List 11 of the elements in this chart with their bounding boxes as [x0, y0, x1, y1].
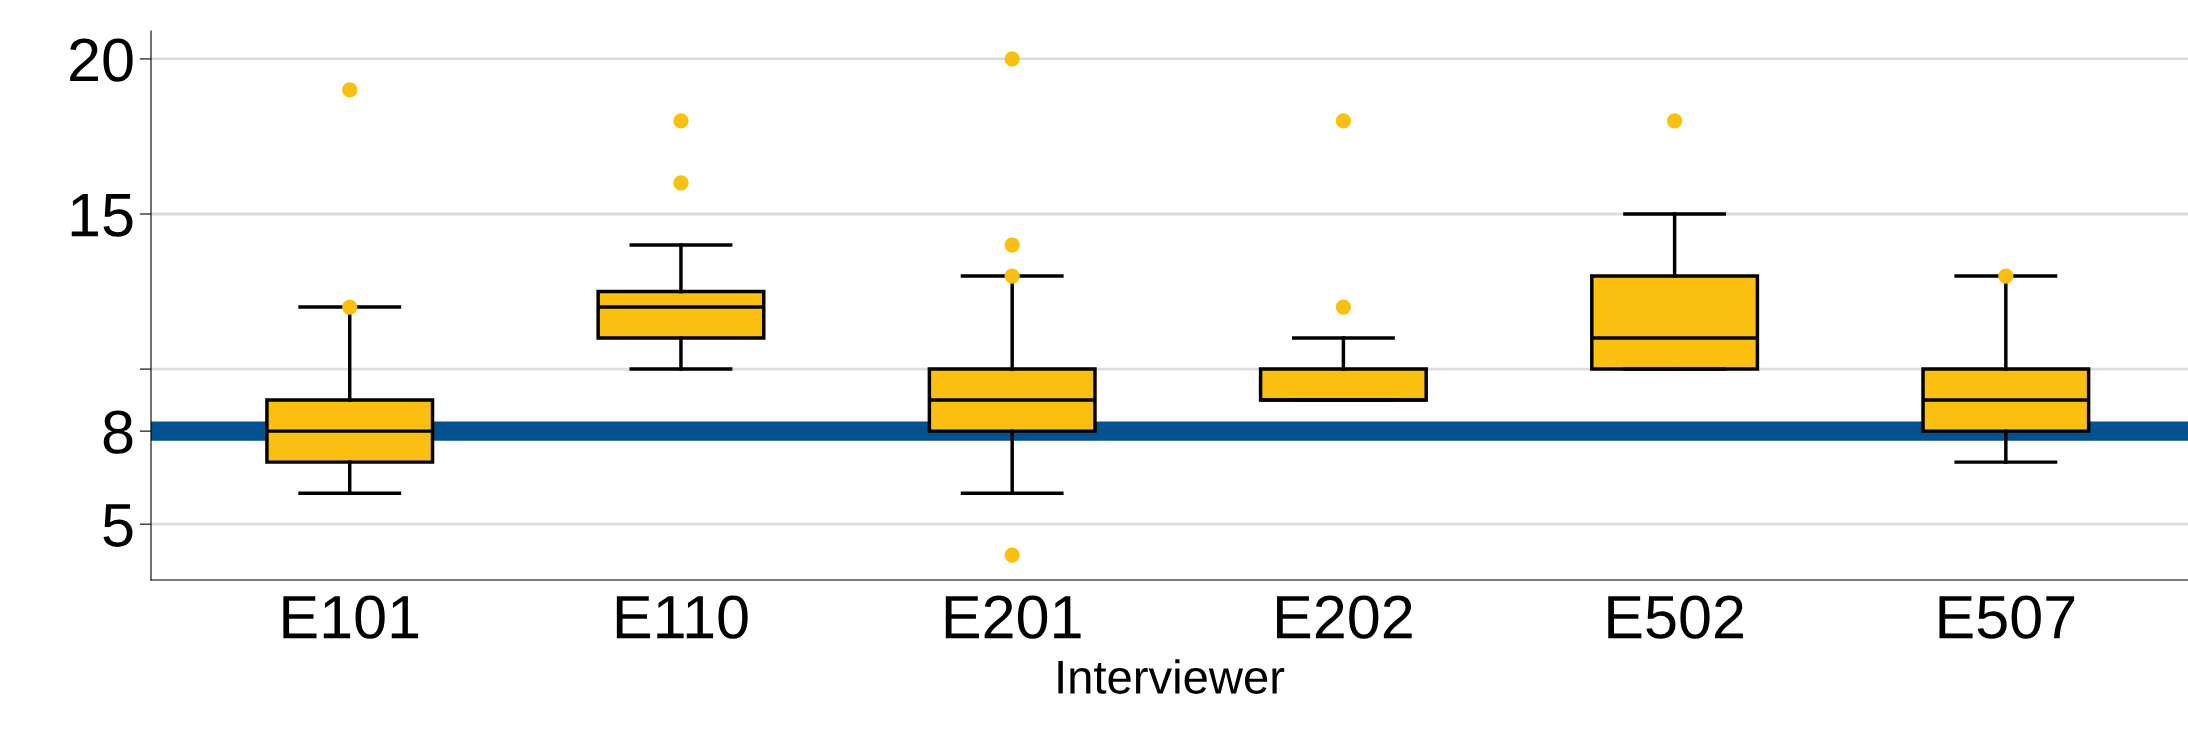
y-tick-label: 8 — [103, 410, 133, 454]
x-tick-label: E101 — [283, 595, 419, 639]
y-tick-label: 15 — [71, 194, 133, 237]
x-tick-label: E201 — [945, 595, 1081, 639]
x-axis-title: Interviewer — [1058, 659, 1285, 694]
x-tick-label: E507 — [1939, 595, 2075, 639]
y-tick-label: 20 — [70, 38, 133, 82]
x-tick-label: E110 — [616, 595, 748, 639]
x-tick-label: E502 — [1608, 595, 1743, 639]
y-tick-label: 5 — [103, 504, 133, 547]
x-tick-label: E202 — [1277, 595, 1412, 639]
